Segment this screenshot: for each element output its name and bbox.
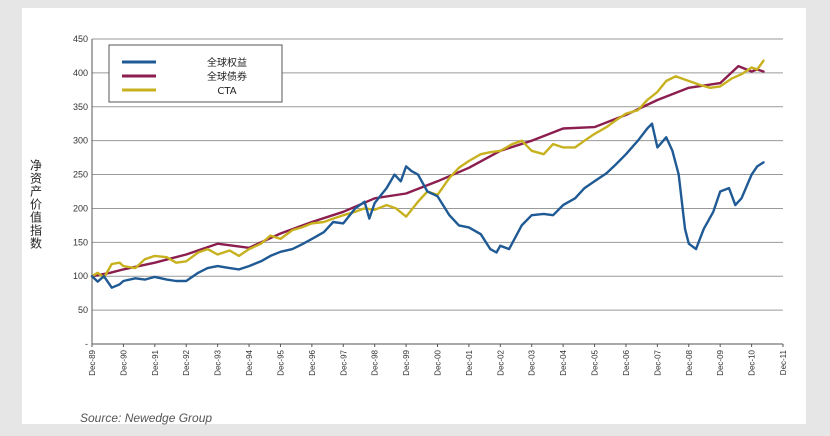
x-tick-label: Dec-91 [151,349,160,375]
x-tick-label: Dec-93 [214,349,223,375]
x-tick-label: Dec-99 [402,349,411,375]
line-chart: - 50 100 150 200 250 300 350 400 450 Dec-89 Dec-90… [73,34,788,376]
x-tick-label: Dec-08 [685,349,694,375]
chart-panel: - 50 100 150 200 250 300 350 400 450 Dec-89 Dec-90… [22,8,806,425]
x-axis: Dec-89 Dec-90 Dec-91 Dec-92 Dec-93 Dec-94 Dec-… [88,344,788,376]
y-tick-label: 50 [78,305,88,315]
x-tick-label: Dec-02 [496,349,505,375]
x-tick-label: Dec-07 [653,349,662,375]
y-tick-label: - [85,339,88,349]
y-tick-label: 450 [73,34,88,44]
x-tick-label: Dec-10 [748,349,757,375]
y-axis-label: 净资产价值指数 [28,158,43,250]
y-axis: - 50 100 150 200 250 300 350 400 450 [73,34,93,349]
x-tick-label: Dec-03 [528,349,537,375]
source-note: Source: Newedge Group [80,411,213,425]
x-tick-label: Dec-06 [622,349,631,375]
x-tick-label: Dec-92 [182,349,191,375]
x-tick-label: Dec-11 [779,349,788,375]
x-tick-label: Dec-98 [371,349,380,375]
y-tick-label: 100 [73,271,88,281]
x-tick-label: Dec-90 [119,349,128,375]
x-tick-label: Dec-97 [339,349,348,375]
series-line-0 [90,122,765,289]
legend-label: 全球债券 [207,70,247,83]
legend-label: CTA [217,86,236,97]
y-tick-label: 400 [73,68,88,78]
y-tick-label: 150 [73,237,88,247]
x-tick-label: Dec-96 [308,349,317,375]
x-tick-label: Dec-05 [591,349,600,375]
legend-label: 全球权益 [207,56,247,69]
x-tick-label: Dec-04 [559,349,568,375]
x-tick-label: Dec-89 [88,349,97,375]
y-tick-label: 350 [73,102,88,112]
x-tick-label: Dec-94 [245,349,254,375]
series-lines [90,59,765,289]
x-tick-label: Dec-00 [434,349,443,375]
legend-box [108,44,283,103]
y-tick-label: 300 [73,136,88,146]
x-tick-label: Dec-01 [465,349,474,375]
x-tick-label: Dec-95 [276,349,285,375]
y-tick-label: 200 [73,203,88,213]
y-axis-label-box: 净资产价值指数 [24,136,48,272]
series-line-2 [90,59,765,279]
y-tick-label: 250 [73,170,88,180]
x-tick-label: Dec-09 [716,349,725,375]
grid-lines [92,38,783,345]
